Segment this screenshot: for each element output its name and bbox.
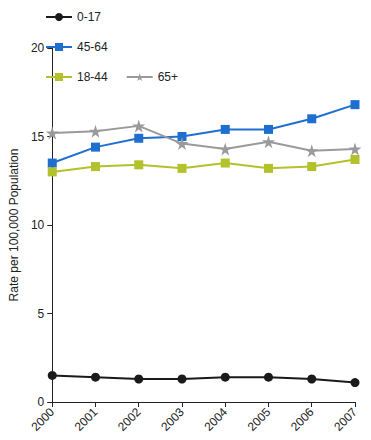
svg-text:2004: 2004: [201, 405, 230, 434]
svg-text:5: 5: [38, 307, 45, 321]
svg-text:10: 10: [31, 218, 45, 232]
svg-text:2001: 2001: [72, 405, 101, 434]
svg-text:15: 15: [31, 130, 45, 144]
svg-text:20: 20: [31, 41, 45, 55]
svg-text:2006: 2006: [288, 405, 317, 434]
svg-text:2005: 2005: [245, 405, 274, 434]
svg-text:0: 0: [38, 395, 45, 409]
svg-text:65+: 65+: [158, 70, 178, 84]
svg-text:2002: 2002: [115, 405, 144, 434]
svg-text:45-64: 45-64: [77, 40, 108, 54]
svg-text:2003: 2003: [158, 405, 187, 434]
svg-text:18-44: 18-44: [77, 70, 108, 84]
svg-text:2000: 2000: [28, 405, 57, 434]
svg-text:Rate per 100,000 Population: Rate per 100,000 Population: [7, 149, 21, 302]
svg-text:0-17: 0-17: [77, 10, 101, 24]
svg-text:2007: 2007: [331, 405, 360, 434]
